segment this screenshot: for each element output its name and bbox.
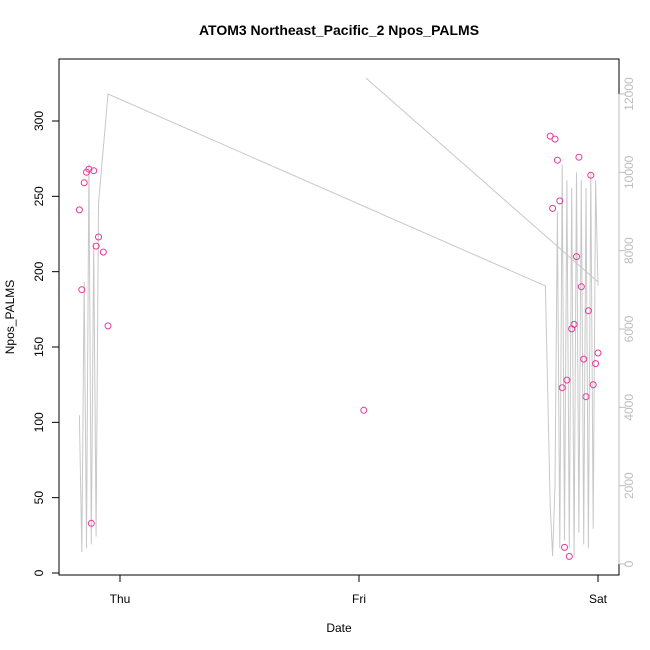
data-point bbox=[556, 197, 564, 205]
x-axis-label: Date bbox=[326, 621, 352, 635]
data-point bbox=[99, 248, 107, 256]
data-point bbox=[80, 179, 88, 187]
y-axis-right: 0 2000 4000 6000 8000 10000 12000 bbox=[618, 77, 636, 567]
data-point bbox=[573, 253, 580, 261]
chart-title: ATOM3 Northeast_Pacific_2 Npos_PALMS bbox=[199, 22, 479, 38]
y-tick-label: 100 bbox=[32, 412, 46, 432]
y-axis-left: 0 50 100 150 200 250 300 bbox=[32, 111, 60, 576]
data-point bbox=[561, 543, 568, 551]
data-point bbox=[575, 153, 583, 161]
y-tick-label: 250 bbox=[32, 186, 46, 206]
data-point bbox=[104, 322, 112, 330]
y-tick-label: 300 bbox=[32, 111, 46, 131]
x-tick-label: Thu bbox=[110, 592, 131, 606]
data-point bbox=[549, 204, 557, 212]
x-axis: Thu Fri Sat bbox=[110, 574, 608, 606]
data-point bbox=[584, 307, 592, 315]
data-point bbox=[85, 165, 93, 173]
y2-tick-label: 10000 bbox=[622, 155, 636, 189]
y-tick-label: 200 bbox=[32, 261, 46, 281]
line-series-1 bbox=[78, 93, 599, 557]
data-point bbox=[565, 552, 573, 560]
data-point bbox=[563, 376, 571, 384]
y2-tick-label: 12000 bbox=[622, 77, 636, 111]
data-point bbox=[582, 393, 590, 401]
y-axis-label: Npos_PALMS bbox=[3, 280, 17, 354]
data-point bbox=[558, 384, 566, 392]
data-point bbox=[592, 360, 600, 368]
data-point bbox=[95, 233, 102, 241]
data-point bbox=[551, 135, 559, 143]
x-tick-label: Fri bbox=[352, 592, 366, 606]
y2-tick-label: 8000 bbox=[622, 237, 636, 264]
y-tick-label: 50 bbox=[32, 491, 46, 505]
x-tick-label: Sat bbox=[589, 592, 608, 606]
line-series-layer bbox=[78, 77, 599, 557]
data-point bbox=[360, 406, 368, 414]
data-point bbox=[90, 167, 98, 175]
data-point bbox=[75, 206, 83, 214]
data-point bbox=[577, 283, 585, 291]
plot-area-frame bbox=[58, 58, 620, 576]
data-point bbox=[594, 349, 602, 357]
y2-tick-label: 2000 bbox=[622, 472, 636, 499]
line-series-2 bbox=[365, 77, 599, 283]
y2-tick-label: 0 bbox=[622, 560, 636, 567]
data-point bbox=[587, 171, 595, 179]
data-point bbox=[78, 286, 86, 294]
y2-tick-label: 4000 bbox=[622, 394, 636, 421]
data-point bbox=[92, 242, 100, 250]
y-tick-label: 150 bbox=[32, 337, 46, 357]
data-point bbox=[570, 320, 578, 328]
data-point bbox=[589, 381, 597, 389]
scatter-points-layer bbox=[75, 132, 602, 560]
y2-tick-label: 6000 bbox=[622, 315, 636, 342]
data-point bbox=[87, 519, 95, 527]
data-point bbox=[553, 156, 561, 164]
data-point bbox=[580, 355, 588, 363]
y-tick-label: 0 bbox=[32, 569, 46, 576]
